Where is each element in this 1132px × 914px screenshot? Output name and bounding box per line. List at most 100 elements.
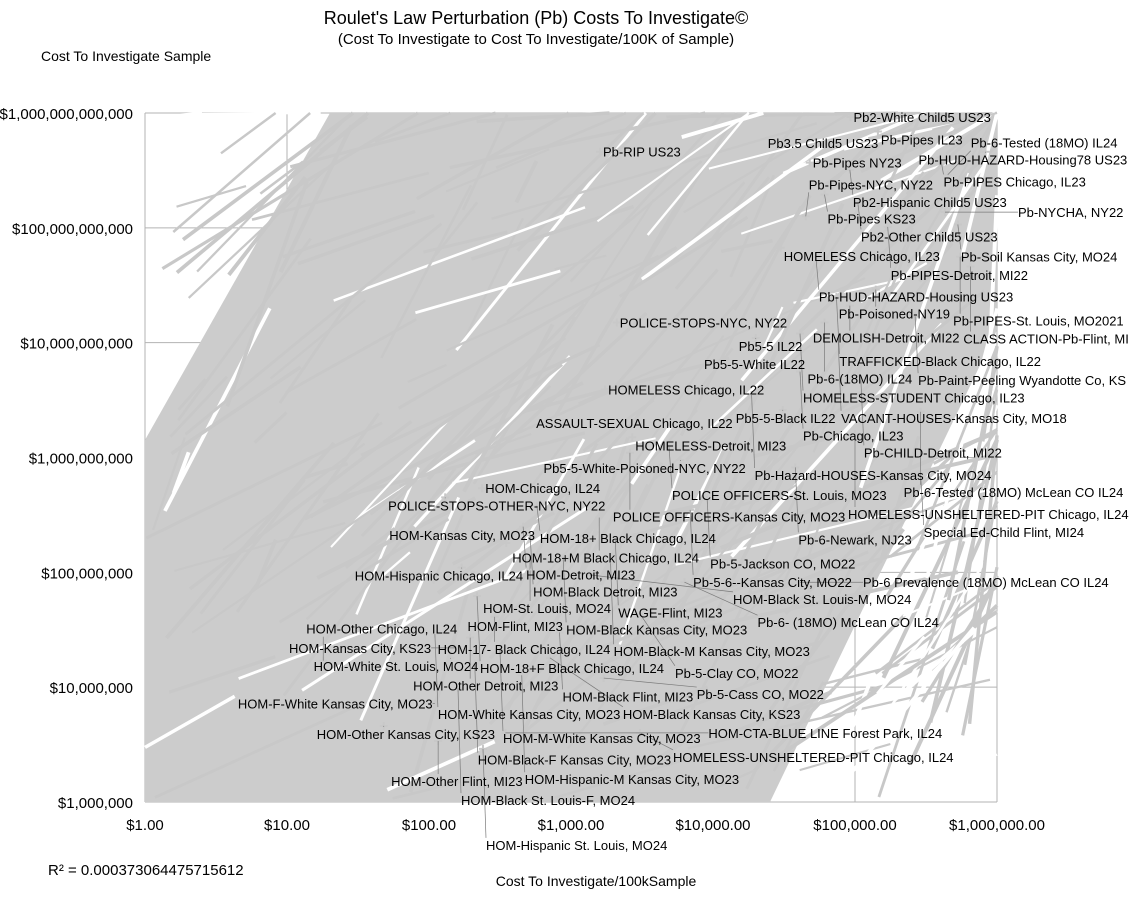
data-label: HOM-18+ Black Chicago, IL24 bbox=[540, 531, 716, 546]
data-label: Pb-Pipes NY23 bbox=[813, 156, 902, 171]
data-label: Pb-5-Cass CO, MO22 bbox=[697, 687, 824, 702]
data-label: HOM-Chicago, IL24 bbox=[485, 481, 600, 496]
x-tick-label: $1,000.00 bbox=[538, 817, 605, 834]
data-label: Pb-5-Clay CO, MO22 bbox=[675, 666, 799, 681]
data-label: Pb-5-Jackson CO, MO22 bbox=[710, 557, 855, 572]
data-label: HOM-18+M Black Chicago, IL24 bbox=[512, 551, 699, 566]
data-label: HOM-White Kansas City, MO23 bbox=[438, 707, 621, 722]
data-label: HOM-Detroit, MI23 bbox=[526, 568, 635, 583]
data-label: HOMELESS-UNSHELTERED-PIT Chicago, IL24 bbox=[848, 507, 1129, 522]
data-label: Pb-Pipes-NYC, NY22 bbox=[809, 177, 933, 192]
data-label: Pb-5-6--Kansas City, MO22 bbox=[693, 575, 852, 590]
data-label: HOM-Flint, MI23 bbox=[467, 619, 562, 634]
chart-subtitle: (Cost To Investigate to Cost To Investig… bbox=[338, 31, 734, 48]
series-line-segment bbox=[177, 186, 246, 207]
data-label: Pb-Pipes KS23 bbox=[828, 212, 916, 227]
data-label: HOMELESS Chicago, IL22 bbox=[608, 383, 764, 398]
data-label: Pb5-5 IL22 bbox=[739, 339, 803, 354]
data-label: HOM-Hispanic-M Kansas City, MO23 bbox=[525, 772, 739, 787]
data-label: HOM-Other Chicago, IL24 bbox=[306, 622, 457, 637]
data-label: HOM-Kansas City, MO23 bbox=[389, 528, 535, 543]
data-label: Pb5-5-White IL22 bbox=[704, 357, 805, 372]
data-label: Pb2-White Child5 US23 bbox=[854, 110, 991, 125]
data-label: Pb5-5-Black IL22 bbox=[736, 411, 836, 426]
data-label: Pb-6-(18MO) IL24 bbox=[808, 371, 913, 386]
data-label: HOM-Black-M Kansas City, MO23 bbox=[614, 644, 810, 659]
y-axis-label: Cost To Investigate Sample bbox=[41, 48, 211, 64]
data-label: Pb-Pipes IL23 bbox=[881, 133, 963, 148]
data-label: POLICE-STOPS-NYC, NY22 bbox=[620, 315, 787, 330]
data-label: Pb2-Hispanic Child5 US23 bbox=[853, 195, 1007, 210]
data-label: Pb-PIPES Chicago, IL23 bbox=[943, 174, 1085, 189]
data-label: HOM-Black St. Louis-M, MO24 bbox=[733, 592, 911, 607]
data-label: ASSAULT-SEXUAL Chicago, IL22 bbox=[536, 416, 733, 431]
data-label: Pb-6-Tested (18MO) McLean CO IL24 bbox=[904, 485, 1124, 500]
data-label: Pb-6-Tested (18MO) IL24 bbox=[971, 136, 1118, 151]
data-label: HOM-Black Kansas City, MO23 bbox=[566, 622, 747, 637]
x-tick-label: $100,000.00 bbox=[813, 817, 896, 834]
data-label: VACANT-HOUSES-Kansas City, MO18 bbox=[841, 411, 1067, 426]
x-axis-label: Cost To Investigate/100kSample bbox=[496, 873, 697, 889]
data-label: Pb-CHILD-Detroit, MI22 bbox=[864, 445, 1002, 460]
y-tick-label: $100,000,000,000 bbox=[12, 221, 133, 238]
data-label: Pb5-5-White-Poisoned-NYC, NY22 bbox=[543, 461, 745, 476]
x-tick-label: $10.00 bbox=[264, 817, 310, 834]
data-label: Pb-PIPES-St. Louis, MO2021 bbox=[953, 314, 1124, 329]
data-label: HOM-Black Detroit, MI23 bbox=[533, 584, 677, 599]
data-label: POLICE-STOPS-OTHER-NYC, NY22 bbox=[388, 498, 605, 513]
data-label: Pb-HUD-HAZARD-Housing78 US23 bbox=[919, 153, 1128, 168]
data-label: HOM-18+F Black Chicago, IL24 bbox=[480, 661, 664, 676]
x-tick-label: $100.00 bbox=[402, 817, 456, 834]
data-label: Pb-6 Prevalence (18MO) McLean CO IL24 bbox=[863, 575, 1109, 590]
data-label: HOM-Hispanic Chicago, IL24 bbox=[355, 569, 523, 584]
y-tick-label: $10,000,000 bbox=[50, 680, 133, 697]
data-label: TRAFFICKED-Black Chicago, IL22 bbox=[839, 354, 1041, 369]
data-label: WAGE-Flint, MI23 bbox=[618, 605, 722, 620]
data-label: HOM-M-White Kansas City, MO23 bbox=[503, 731, 701, 746]
data-label: HOM-F-White Kansas City, MO23 bbox=[238, 697, 433, 712]
data-label: HOM-St. Louis, MO24 bbox=[483, 601, 611, 616]
data-label: Pb-PIPES-Detroit, MI22 bbox=[891, 268, 1028, 283]
data-label: HOMELESS-UNSHELTERED-PIT Chicago, IL24 bbox=[673, 750, 954, 765]
data-label: CLASS ACTION-Pb-Flint, MI bbox=[963, 332, 1128, 347]
data-label: Pb-HUD-HAZARD-Housing US23 bbox=[819, 290, 1013, 305]
data-label: HOMELESS-STUDENT Chicago, IL23 bbox=[803, 391, 1025, 406]
x-tick-label: $1,000,000.00 bbox=[949, 817, 1045, 834]
data-label: POLICE OFFICERS-Kansas City, MO23 bbox=[613, 510, 845, 525]
x-tick-label: $10,000.00 bbox=[675, 817, 750, 834]
r-squared-annotation: R² = 0.000373064475715612 bbox=[48, 862, 244, 879]
data-label: HOM-Other Kansas City, KS23 bbox=[317, 727, 495, 742]
data-label: HOM-CTA-BLUE LINE Forest Park, IL24 bbox=[708, 726, 942, 741]
data-label: Special Ed-Child Flint, MI24 bbox=[924, 525, 1084, 540]
data-label: HOMELESS-Detroit, MI23 bbox=[635, 438, 786, 453]
y-tick-label: $10,000,000,000 bbox=[20, 336, 133, 353]
data-label: HOMELESS Chicago, IL23 bbox=[784, 249, 940, 264]
data-label: HOM-Other Detroit, MI23 bbox=[413, 679, 558, 694]
y-tick-label: $1,000,000 bbox=[58, 795, 133, 812]
y-tick-label: $1,000,000,000,000 bbox=[0, 106, 133, 123]
data-label: DEMOLISH-Detroit, MI22 bbox=[813, 331, 960, 346]
series-line-segment bbox=[953, 754, 997, 770]
data-label: HOM-Black Kansas City, KS23 bbox=[623, 707, 800, 722]
data-label: HOM-Hispanic St. Louis, MO24 bbox=[486, 838, 667, 853]
data-label: Pb-Soil Kansas City, MO24 bbox=[961, 249, 1118, 264]
data-label: Pb-Chicago, IL23 bbox=[803, 429, 903, 444]
y-tick-label: $100,000,000 bbox=[41, 565, 133, 582]
data-label: Pb-NYCHA, NY22 bbox=[1018, 205, 1123, 220]
data-label: Pb-6-Newark, NJ23 bbox=[798, 532, 911, 547]
data-label: Pb-Poisoned-NY19 bbox=[839, 307, 950, 322]
data-label: HOM-White St. Louis, MO24 bbox=[314, 659, 479, 674]
data-label: Pb-RIP US23 bbox=[603, 145, 681, 160]
data-label: POLICE OFFICERS-St. Louis, MO23 bbox=[672, 488, 887, 503]
series-line-segment bbox=[189, 113, 320, 114]
series-line-segment bbox=[170, 154, 217, 169]
data-label: HOM-Black St. Louis-F, MO24 bbox=[461, 793, 635, 808]
data-label: HOM-Other Flint, MI23 bbox=[391, 774, 522, 789]
data-label: HOM-Black Flint, MI23 bbox=[563, 689, 694, 704]
y-tick-label: $1,000,000,000 bbox=[29, 451, 133, 468]
data-label: HOM-17- Black Chicago, IL24 bbox=[438, 642, 611, 657]
data-label: Pb3.5 Child5 US23 bbox=[768, 136, 879, 151]
data-label: HOM-Kansas City, KS23 bbox=[289, 641, 431, 656]
chart-title: Roulet's Law Perturbation (Pb) Costs To … bbox=[324, 8, 749, 28]
